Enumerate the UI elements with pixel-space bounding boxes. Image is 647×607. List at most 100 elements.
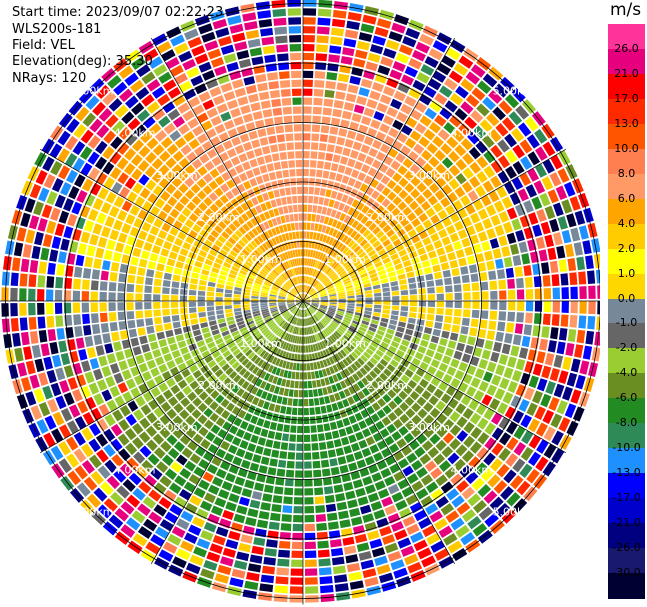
range-gate (344, 314, 353, 320)
range-gate (373, 452, 384, 462)
range-gate (191, 516, 205, 528)
range-gate (369, 370, 378, 379)
range-gate (359, 239, 368, 247)
range-gate (330, 190, 338, 199)
range-gate (372, 35, 387, 46)
range-gate (422, 176, 434, 187)
range-gate (185, 358, 195, 368)
range-gate (289, 586, 303, 594)
range-gate (320, 302, 328, 305)
range-gate (277, 459, 287, 468)
range-gate (298, 399, 303, 407)
colorbar-tick-label: 26.0 (614, 41, 639, 55)
range-gate (251, 227, 259, 237)
range-gate (398, 344, 408, 353)
range-gate (200, 568, 215, 580)
range-gate (489, 310, 498, 320)
range-gate (312, 250, 317, 258)
range-gate (281, 433, 290, 442)
range-gate (416, 467, 428, 479)
range-gate (131, 139, 145, 152)
range-gate (320, 295, 328, 299)
range-gate (407, 379, 418, 389)
range-gate (504, 94, 520, 109)
range-gate (157, 93, 171, 107)
range-gate (50, 445, 64, 461)
range-gate (193, 207, 203, 217)
range-gate (225, 312, 234, 318)
range-gate (200, 438, 211, 450)
range-gate (56, 263, 65, 276)
range-gate (172, 556, 187, 569)
range-gate (231, 187, 240, 197)
range-gate (271, 153, 280, 162)
range-gate (409, 289, 418, 295)
range-gate (293, 506, 303, 514)
range-gate (351, 257, 360, 264)
range-gate (464, 116, 478, 130)
range-gate (340, 55, 353, 65)
range-gate (443, 122, 456, 135)
range-gate (469, 161, 482, 174)
range-gate (135, 310, 144, 319)
range-gate (354, 533, 368, 544)
range-gate (290, 353, 295, 361)
range-gate (43, 432, 56, 448)
range-gate (319, 290, 327, 295)
range-gate (167, 447, 180, 460)
range-gate (382, 115, 395, 126)
range-gate (259, 583, 274, 593)
range-gate (477, 262, 487, 272)
range-gate (20, 331, 30, 346)
range-gate (328, 237, 335, 246)
range-gate (33, 201, 44, 216)
range-gate (358, 551, 372, 561)
range-gate (25, 229, 36, 244)
range-gate (271, 98, 282, 108)
range-gate (368, 147, 379, 158)
range-gate (211, 267, 220, 274)
range-gate (128, 265, 137, 275)
range-gate (539, 192, 551, 207)
range-gate (111, 331, 120, 342)
range-gate (552, 202, 564, 217)
range-gate (267, 219, 274, 228)
range-gate (354, 412, 363, 422)
range-gate (287, 205, 294, 213)
range-gate (179, 489, 192, 501)
range-gate (223, 334, 232, 341)
range-gate (233, 294, 241, 298)
range-gate (184, 460, 197, 472)
range-gate (310, 291, 317, 297)
range-gate (259, 380, 267, 390)
range-gate (239, 343, 248, 351)
range-gate (214, 65, 227, 77)
range-gate (335, 591, 351, 601)
range-gate (360, 323, 368, 329)
range-gate (385, 213, 394, 223)
range-gate (481, 394, 493, 406)
range-gate (287, 334, 292, 342)
range-gate (328, 270, 335, 277)
range-gate (462, 216, 473, 228)
range-gate (328, 307, 336, 312)
range-gate (357, 390, 366, 400)
range-gate (11, 257, 21, 272)
range-gate (231, 209, 240, 218)
range-gate (314, 487, 324, 496)
range-gate (423, 266, 432, 275)
range-gate (276, 468, 286, 477)
range-gate (259, 137, 269, 146)
range-gate (145, 151, 157, 164)
range-gate (167, 87, 181, 99)
range-gate (259, 349, 267, 358)
range-gate (87, 151, 100, 165)
range-gate (303, 43, 315, 52)
range-gate (81, 279, 90, 290)
range-gate (73, 174, 86, 188)
range-gate (435, 400, 446, 412)
range-gate (258, 184, 267, 193)
range-gate (265, 475, 276, 485)
range-gate (202, 185, 213, 195)
range-gate (358, 32, 373, 42)
